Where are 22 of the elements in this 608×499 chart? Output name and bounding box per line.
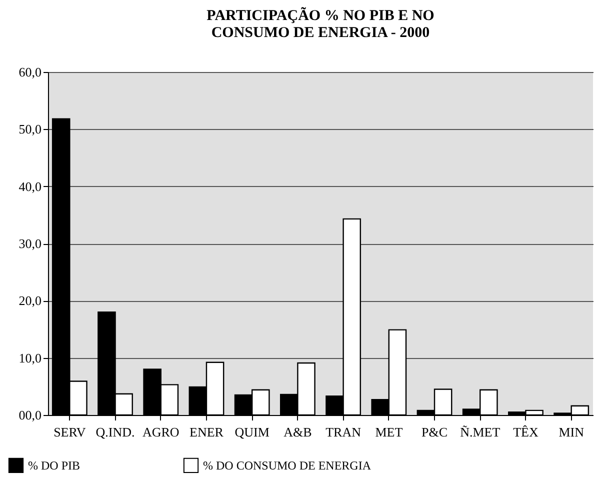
chart-title: PARTICIPAÇÃO % NO PIB E NO CONSUMO DE ENERGIA - 2000 <box>206 7 434 41</box>
x-tick-label: ENER <box>190 424 224 440</box>
x-tick-label: Ñ.MET <box>460 424 500 440</box>
x-tick-label: Q.IND. <box>96 424 135 440</box>
x-tick-label: A&B <box>284 424 312 440</box>
y-tick-label: 20,0 <box>18 293 42 308</box>
y-tick-label: 10,0 <box>18 350 42 366</box>
legend-label: % DO CONSUMO DE ENERGIA <box>203 458 372 472</box>
x-tick-label: TÊX <box>513 424 539 440</box>
x-tick-label: P&C <box>422 424 448 440</box>
y-tick-label: 40,0 <box>18 178 42 194</box>
x-tick-label: AGRO <box>142 424 180 440</box>
y-tick-label: 60,0 <box>18 64 42 80</box>
x-tick-label: MET <box>375 424 403 440</box>
y-tick-label: 30,0 <box>18 236 42 251</box>
y-tick-label: 50,0 <box>18 122 42 137</box>
y-tick-label: 00,0 <box>18 408 42 422</box>
legend-label: % DO PIB <box>28 458 80 472</box>
x-tick-label: TRAN <box>326 424 362 440</box>
x-tick-label: QUIM <box>234 424 270 440</box>
x-tick-label: SERV <box>54 424 86 440</box>
x-tick-label: MIN <box>558 424 585 440</box>
